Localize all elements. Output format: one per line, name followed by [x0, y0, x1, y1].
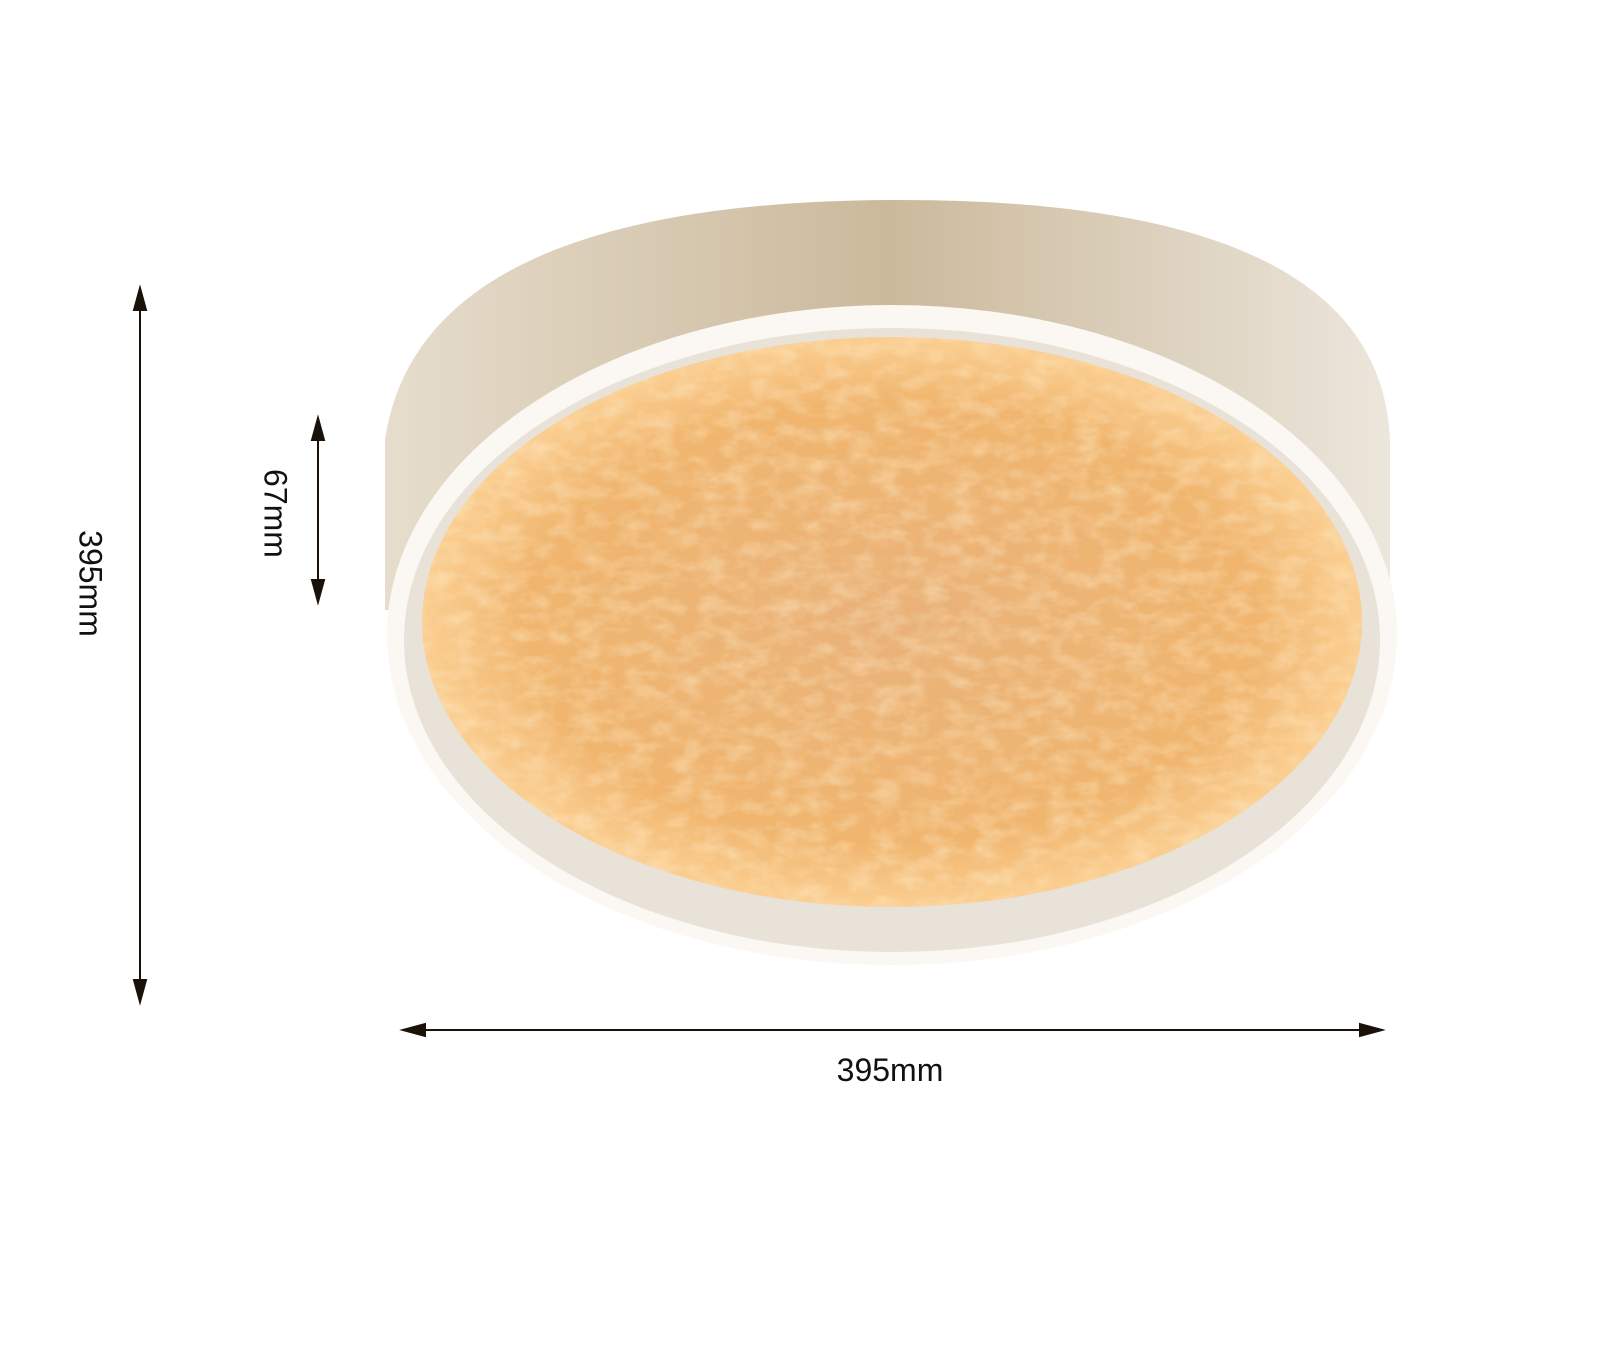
depth-dimension-line: [310, 414, 326, 606]
width-dimension-line: [399, 1022, 1386, 1038]
diffuser-texture: [422, 337, 1362, 907]
ceiling-lamp: [385, 200, 1397, 965]
height-label: 395mm: [72, 530, 109, 637]
width-label: 395mm: [836, 1052, 944, 1088]
depth-label: 67mm: [257, 469, 294, 558]
height-dimension-line: [132, 284, 148, 1006]
